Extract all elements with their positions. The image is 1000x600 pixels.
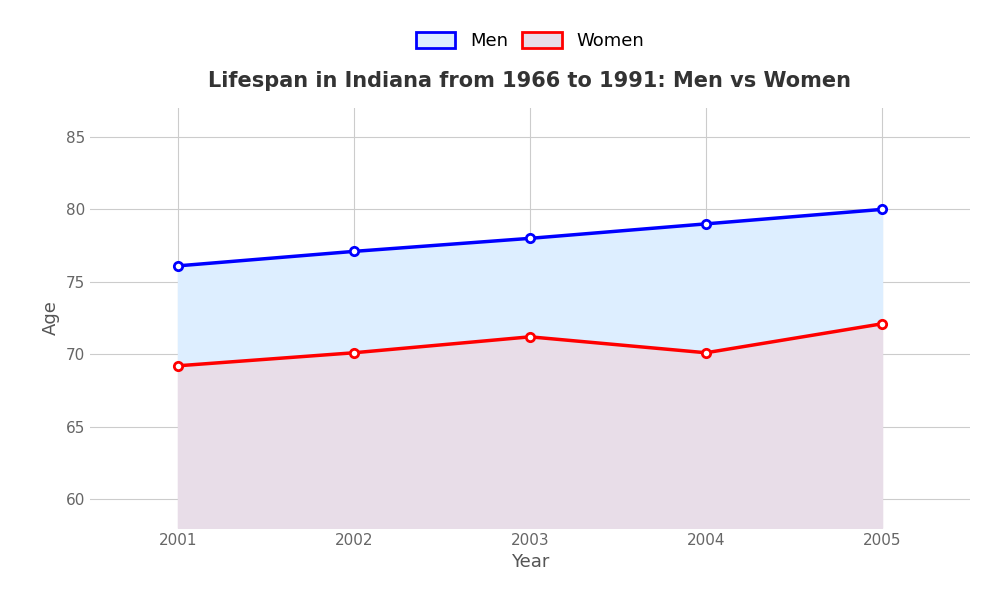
Y-axis label: Age: Age bbox=[42, 301, 60, 335]
X-axis label: Year: Year bbox=[511, 553, 549, 571]
Title: Lifespan in Indiana from 1966 to 1991: Men vs Women: Lifespan in Indiana from 1966 to 1991: M… bbox=[208, 71, 852, 91]
Legend: Men, Women: Men, Women bbox=[409, 25, 651, 58]
